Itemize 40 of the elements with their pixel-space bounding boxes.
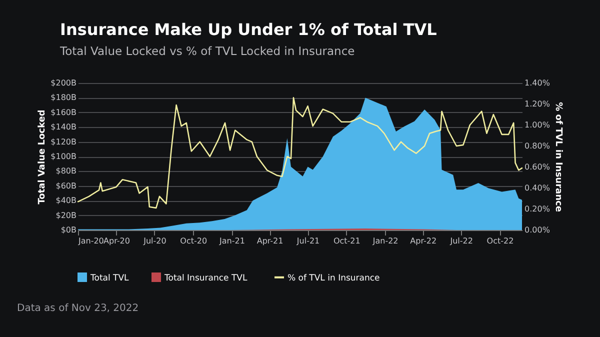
y-tick-label: $160B	[50, 108, 76, 117]
chart-title: Insurance Make Up Under 1% of Total TVL	[60, 20, 437, 39]
x-tick-label: Jul-22	[449, 236, 473, 246]
x-tick-label: Oct-20	[180, 236, 208, 246]
text: Data as of Nov 23, 2022	[17, 302, 139, 315]
y-tick-label: $80B	[56, 166, 76, 176]
x-tick-label: Apr-21	[256, 236, 284, 246]
y2-tick-label: 0.20%	[524, 204, 550, 214]
y-tick-label: $180B	[50, 93, 76, 102]
x-tick-label: Jul-20	[142, 236, 166, 246]
y2-tick-label: 0.40%	[524, 184, 550, 192]
y-tick-label: $20B	[56, 210, 76, 220]
y2-tick-label: 1.40%	[524, 78, 550, 88]
line-series	[77, 97, 523, 209]
y2-tick-label: 1.00%	[524, 120, 550, 130]
y2-tick-label: 1.20%	[524, 100, 550, 108]
legend-label: Total Insurance TVL	[164, 273, 248, 284]
x-tick-label: Apr-20	[104, 236, 130, 246]
x-tick-label: Jan-22	[372, 236, 398, 246]
x-tick-label: Apr-22	[410, 236, 437, 246]
x-tick-label: Oct-21	[333, 236, 360, 246]
y-tick-label: $120B	[50, 137, 76, 146]
x-tick-label: Jan-20	[78, 236, 104, 246]
x-tick-label: Oct-22	[486, 236, 514, 246]
chart-subtitle: Total Value Locked vs % of TVL Locked in Insurance	[60, 44, 355, 58]
y-tick-label: $40B	[56, 196, 76, 206]
y2-tick-label: 0.00%	[524, 226, 550, 234]
y2-tick-label: 0.60%	[524, 162, 550, 172]
x-tick-label: Jan-21	[218, 236, 245, 246]
y-axis-title: Total Value Locked	[38, 110, 48, 204]
x-tick-label: Jul-21	[296, 236, 320, 246]
legend-label: Total TVL	[90, 273, 130, 284]
y-tick-label: $100B	[50, 152, 76, 161]
y-tick-label: $0B	[60, 226, 76, 234]
y-tick-label: $200B	[50, 78, 76, 88]
y-tick-label: $60B	[56, 181, 76, 190]
y-tick-label: $140B	[50, 122, 76, 132]
y2-axis-title: % of TVL in Insurance	[552, 102, 563, 212]
y2-tick-label: 0.80%	[524, 142, 550, 150]
legend-label: % of TVL in Insurance	[288, 273, 380, 284]
